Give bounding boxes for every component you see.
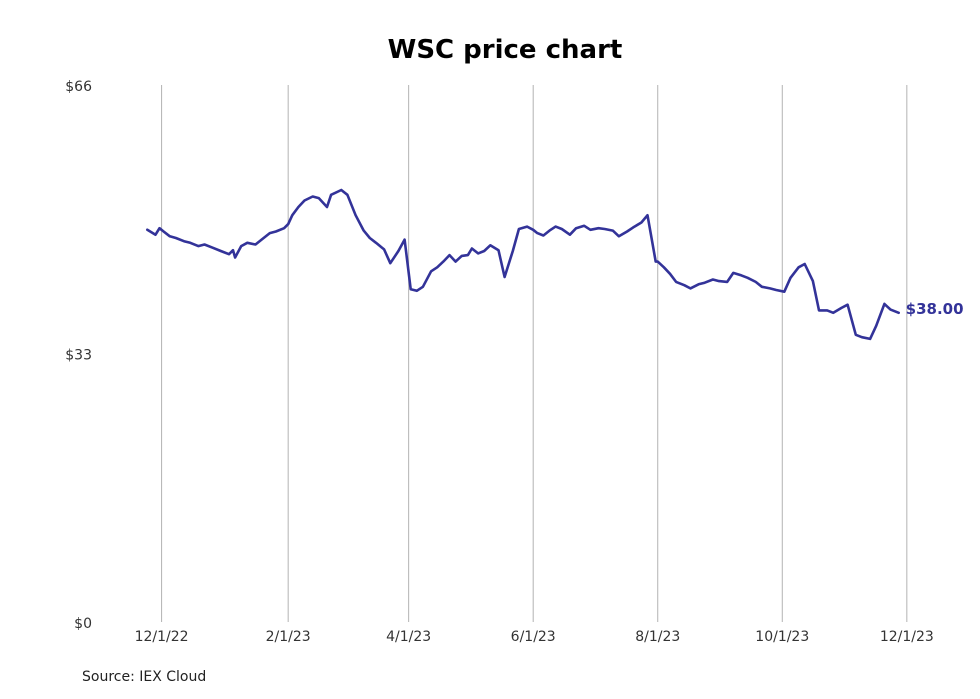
chart-title: WSC price chart bbox=[388, 35, 623, 65]
price-line bbox=[146, 188, 901, 341]
grid bbox=[161, 85, 908, 622]
y-tick-label: $0 bbox=[74, 616, 92, 632]
y-tick-label: $33 bbox=[65, 348, 92, 364]
last-price-label: $38.00 bbox=[906, 300, 964, 318]
y-axis: $0 $33 $66 bbox=[65, 79, 92, 632]
x-axis: 12/1/22 2/1/23 4/1/23 6/1/23 8/1/23 10/1/23 12… bbox=[135, 629, 934, 645]
x-tick-label: 6/1/23 bbox=[511, 629, 556, 645]
x-tick-label: 2/1/23 bbox=[266, 629, 311, 645]
x-tick-label: 8/1/23 bbox=[635, 629, 680, 645]
y-tick-label: $66 bbox=[65, 79, 92, 95]
plot-area bbox=[146, 188, 901, 341]
x-tick-label: 12/1/22 bbox=[135, 629, 189, 645]
source-note: Source: IEX Cloud bbox=[82, 669, 207, 685]
x-tick-label: 12/1/23 bbox=[880, 629, 934, 645]
x-tick-label: 10/1/23 bbox=[755, 629, 809, 645]
x-tick-label: 4/1/23 bbox=[386, 629, 431, 645]
